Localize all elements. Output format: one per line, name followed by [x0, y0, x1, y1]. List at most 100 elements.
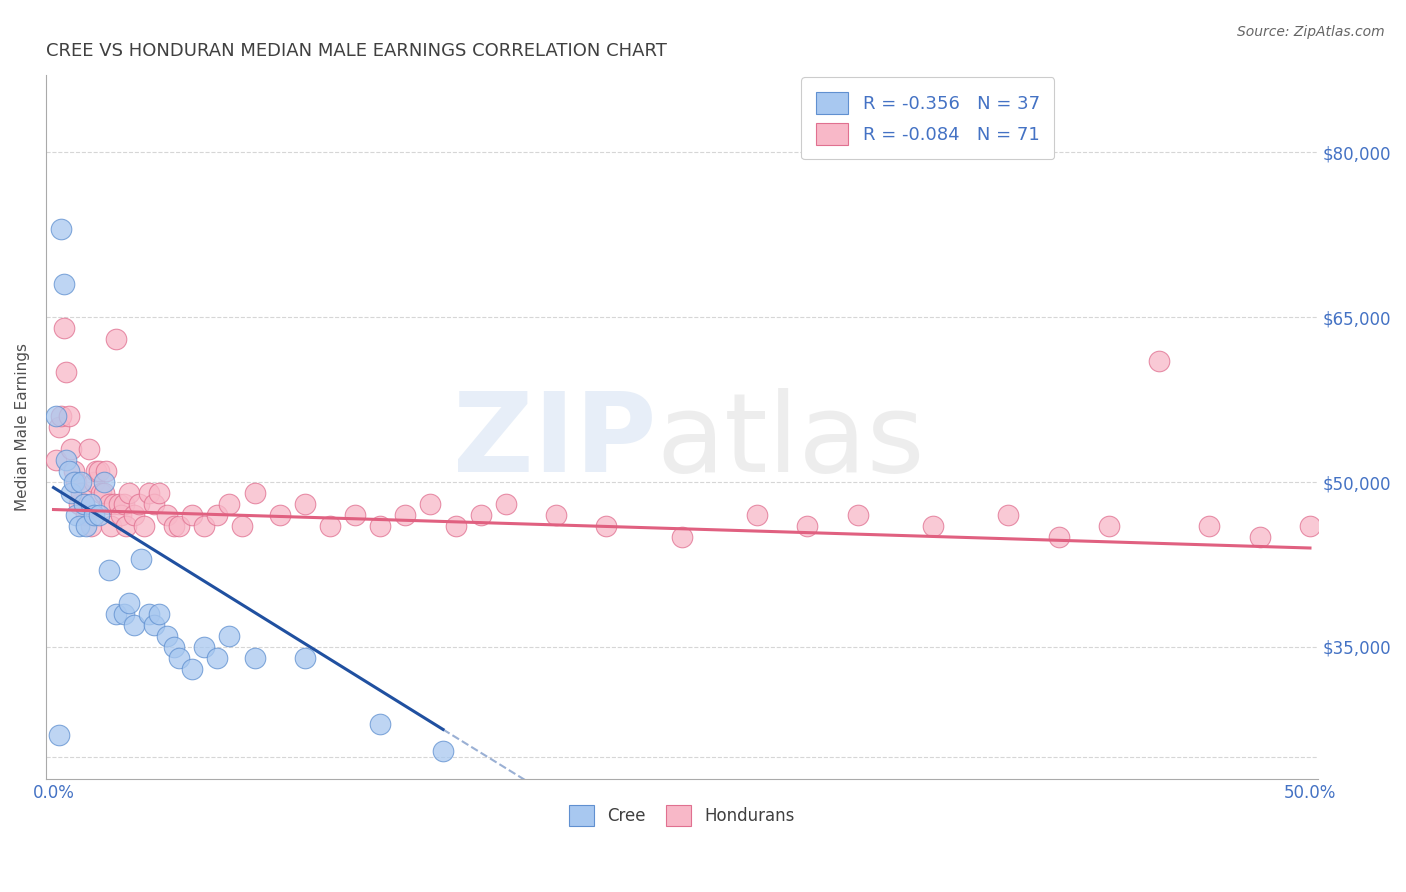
Point [193, 519, 215, 533]
Point [1198, 519, 1220, 533]
Point [243, 486, 266, 500]
Point [62, 475, 84, 489]
Point [218, 629, 240, 643]
Point [87, 508, 110, 522]
Point [218, 497, 240, 511]
Point [148, 486, 170, 500]
Text: atlas: atlas [657, 388, 925, 495]
Point [45, 409, 67, 423]
Point [1047, 530, 1070, 544]
Point [93, 475, 115, 489]
Point [105, 607, 128, 621]
Point [62, 464, 84, 478]
Point [58, 409, 80, 423]
Point [77, 442, 100, 456]
Point [48, 420, 70, 434]
Point [96, 464, 118, 478]
Point [155, 508, 177, 522]
Point [163, 519, 186, 533]
Point [167, 519, 190, 533]
Point [294, 497, 316, 511]
Text: Source: ZipAtlas.com: Source: ZipAtlas.com [1237, 25, 1385, 39]
Point [163, 640, 186, 654]
Point [122, 618, 145, 632]
Point [796, 519, 818, 533]
Point [87, 464, 110, 478]
Point [67, 519, 90, 533]
Point [745, 508, 768, 522]
Point [90, 486, 112, 500]
Point [73, 497, 96, 511]
Point [155, 629, 177, 643]
Point [80, 497, 103, 511]
Point [67, 497, 90, 511]
Point [48, 728, 70, 742]
Point [65, 508, 87, 522]
Point [167, 651, 190, 665]
Point [45, 453, 67, 467]
Point [193, 640, 215, 654]
Point [70, 486, 93, 500]
Point [432, 744, 454, 758]
Point [118, 486, 141, 500]
Point [58, 464, 80, 478]
Point [80, 519, 103, 533]
Point [110, 508, 132, 522]
Point [138, 607, 160, 621]
Point [83, 475, 105, 489]
Point [1147, 354, 1170, 368]
Point [70, 475, 93, 489]
Point [470, 508, 492, 522]
Point [75, 508, 97, 522]
Point [60, 486, 83, 500]
Point [997, 508, 1019, 522]
Point [55, 365, 77, 379]
Point [294, 651, 316, 665]
Point [52, 321, 75, 335]
Point [112, 607, 135, 621]
Point [1098, 519, 1121, 533]
Point [73, 497, 96, 511]
Point [112, 497, 135, 511]
Point [97, 563, 120, 577]
Point [344, 508, 367, 522]
Point [180, 508, 202, 522]
Point [131, 552, 153, 566]
Point [1399, 530, 1406, 544]
Point [419, 497, 441, 511]
Point [368, 519, 391, 533]
Point [546, 508, 568, 522]
Point [103, 497, 125, 511]
Point [143, 497, 166, 511]
Point [671, 530, 693, 544]
Text: ZIP: ZIP [453, 388, 657, 495]
Point [118, 596, 141, 610]
Point [83, 508, 105, 522]
Point [922, 519, 945, 533]
Point [100, 519, 122, 533]
Point [115, 519, 138, 533]
Point [180, 662, 202, 676]
Point [368, 717, 391, 731]
Point [595, 519, 617, 533]
Point [319, 519, 342, 533]
Text: CREE VS HONDURAN MEDIAN MALE EARNINGS CORRELATION CHART: CREE VS HONDURAN MEDIAN MALE EARNINGS CO… [46, 42, 666, 60]
Point [1249, 530, 1271, 544]
Legend: Cree, Hondurans: Cree, Hondurans [561, 797, 803, 834]
Point [394, 508, 416, 522]
Point [1299, 519, 1322, 533]
Point [84, 464, 107, 478]
Point [231, 519, 253, 533]
Point [105, 332, 128, 346]
Point [97, 497, 120, 511]
Point [52, 277, 75, 292]
Point [122, 508, 145, 522]
Point [108, 497, 131, 511]
Point [1348, 508, 1371, 522]
Point [243, 651, 266, 665]
Point [143, 618, 166, 632]
Point [49, 409, 72, 423]
Point [148, 607, 170, 621]
Point [132, 519, 155, 533]
Point [65, 475, 87, 489]
